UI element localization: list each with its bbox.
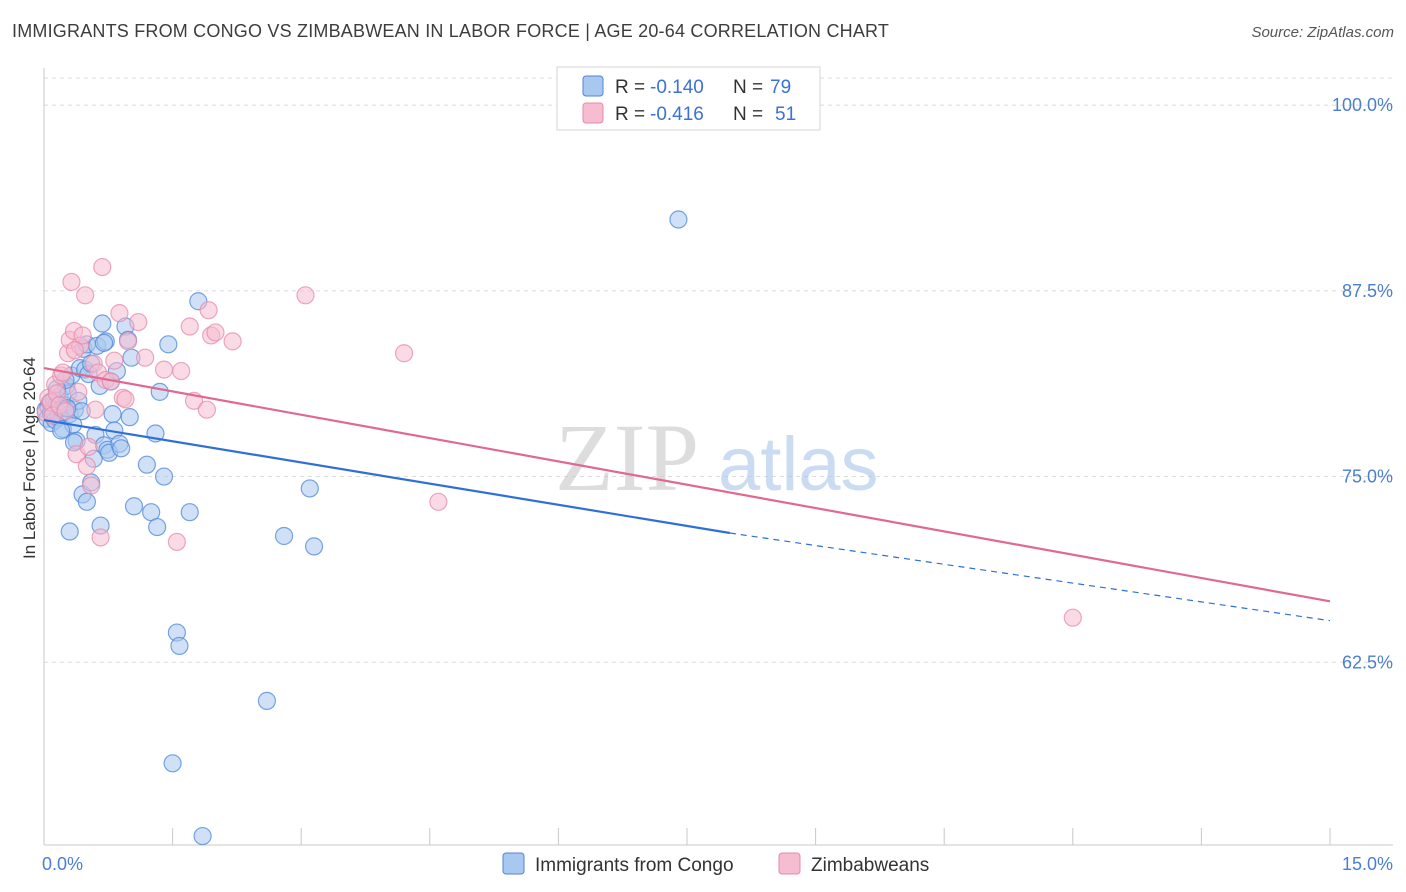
congo-point xyxy=(137,455,156,474)
zimbabwean-point xyxy=(154,360,174,379)
congo-point xyxy=(60,522,79,541)
zimbabwean-point xyxy=(82,476,101,495)
congo-point xyxy=(159,335,178,354)
grid-layer xyxy=(44,77,1393,663)
zimbabwean-point xyxy=(91,528,110,547)
watermark-atlas: atlas xyxy=(718,422,879,507)
trend-lines xyxy=(43,367,1331,622)
congo-point xyxy=(180,503,199,522)
x-tick-label-min: 0.0% xyxy=(42,854,83,874)
congo-trend-extension xyxy=(729,532,1331,622)
congo-point xyxy=(112,439,131,458)
legend-zimb-n-value: 51 xyxy=(775,104,796,125)
bottom-legend: Immigrants from Congo Zimbabweans xyxy=(502,852,929,876)
congo-points xyxy=(36,210,688,846)
congo-point xyxy=(170,636,189,656)
zimbabwean-point xyxy=(167,532,186,552)
zimbabwean-point xyxy=(394,344,414,363)
legend-zimb-n-label: N = xyxy=(733,104,763,125)
zimbabwean-point xyxy=(197,400,216,419)
y-tick-label: 62.5% xyxy=(1342,652,1393,672)
legend-congo-r-value: -0.140 xyxy=(650,77,704,98)
zimbabwean-point xyxy=(77,457,96,476)
zimbabwean-point xyxy=(79,437,98,456)
congo-point xyxy=(193,826,212,846)
zimbabwean-point xyxy=(172,361,191,381)
bottom-legend-swatch-zimbabwean xyxy=(778,852,801,875)
zimbabwean-point xyxy=(223,332,242,351)
congo-point xyxy=(93,314,112,333)
congo-point xyxy=(163,754,182,773)
congo-point xyxy=(257,691,277,710)
zimbabwean-point xyxy=(62,272,81,292)
y-axis-title: In Labor Force | Age 20-64 xyxy=(20,357,39,559)
y-tick-label: 87.5% xyxy=(1342,281,1393,301)
zimbabwean-point xyxy=(73,326,92,345)
bottom-legend-swatch-congo xyxy=(502,852,525,875)
x-tick-label-max: 15.0% xyxy=(1342,854,1393,874)
congo-point xyxy=(124,497,144,516)
congo-trend-line xyxy=(43,419,731,535)
axes-layer xyxy=(43,68,1393,846)
congo-point xyxy=(77,492,96,511)
congo-point xyxy=(274,526,294,546)
congo-point xyxy=(150,382,169,401)
legend-congo-r-label: R = xyxy=(615,77,645,98)
legend-zimb-r-label: R = xyxy=(615,104,645,125)
congo-point xyxy=(154,467,174,486)
zimbabwean-point xyxy=(180,317,199,336)
zimbabwean-point xyxy=(56,402,75,421)
congo-point xyxy=(148,517,167,537)
zimbabwean-point xyxy=(1063,608,1082,627)
zimbabwean-point xyxy=(199,301,218,320)
zimbabwean-point xyxy=(296,286,315,305)
y-tick-labels: 62.5% 75.0% 87.5% 100.0% xyxy=(1332,95,1393,672)
zimbabwean-trend-line xyxy=(43,367,1331,603)
congo-point xyxy=(120,408,139,427)
bottom-legend-zimbabwean: Zimbabweans xyxy=(811,855,929,876)
congo-point xyxy=(103,405,122,424)
congo-point xyxy=(300,479,319,498)
watermark-zip: ZIP xyxy=(555,404,699,511)
legend-congo-n-label: N = xyxy=(733,77,763,98)
legend-swatch-congo xyxy=(582,75,604,97)
legend-congo-n-value: 79 xyxy=(770,77,791,98)
zimbabwean-point xyxy=(118,332,138,351)
zimbabwean-point xyxy=(76,286,95,305)
y-tick-label: 75.0% xyxy=(1342,467,1393,487)
zimbabwean-point xyxy=(69,382,88,401)
y-tick-label: 100.0% xyxy=(1332,95,1393,115)
zimbabwean-point xyxy=(93,257,112,277)
zimbabwean-point xyxy=(129,312,148,332)
zimbabwean-point xyxy=(429,492,448,511)
zimbabwean-point xyxy=(206,323,225,342)
legend-swatch-zimbabwean xyxy=(582,102,604,124)
zimbabwean-point xyxy=(110,304,129,323)
top-legend: R = -0.140 N = 79 R = -0.416 N = 51 xyxy=(556,66,821,131)
source-credit: Source: ZipAtlas.com xyxy=(1251,24,1394,41)
congo-point xyxy=(94,333,114,352)
zimbabwean-point xyxy=(136,348,155,367)
chart-title: IMMIGRANTS FROM CONGO VS ZIMBABWEAN IN L… xyxy=(12,21,890,41)
congo-point xyxy=(304,537,324,556)
watermark: ZIP atlas xyxy=(555,404,879,511)
zimbabwean-point xyxy=(65,341,84,360)
congo-point xyxy=(669,210,688,229)
zimbabwean-point xyxy=(116,390,135,409)
zimbabwean-point xyxy=(105,351,124,370)
zimbabwean-point xyxy=(86,400,105,419)
legend-zimb-r-value: -0.416 xyxy=(650,104,704,125)
bottom-legend-congo: Immigrants from Congo xyxy=(535,855,734,876)
